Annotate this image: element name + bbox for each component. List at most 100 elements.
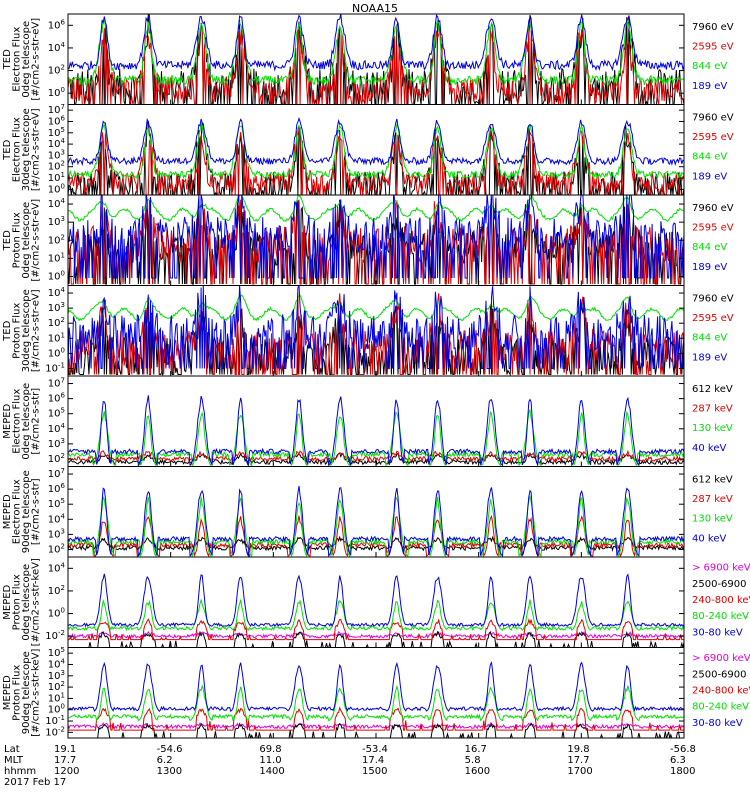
series-group: [68, 573, 684, 648]
time-axis-lat: 69.8: [259, 744, 282, 755]
y-tick-label: 103: [48, 148, 65, 161]
time-axis-hhmm: 1500: [362, 766, 388, 777]
y-tick-label: 103: [48, 301, 65, 314]
y-tick-label: 107: [48, 103, 65, 116]
series-line: [68, 706, 684, 731]
legend-entry: > 6900 keV: [692, 563, 750, 574]
legend-entry: 189 eV: [692, 352, 727, 363]
panel-3: 100 101 102 103 104 TEDProton Flux0deg telesc…: [2, 194, 734, 286]
y-tick-label: 107: [48, 377, 65, 390]
legend-entry: 189 eV: [692, 262, 727, 273]
legend-entry: 189 eV: [692, 171, 727, 182]
y-tick-label: 106: [48, 114, 66, 127]
series-line: [68, 722, 684, 730]
y-tick-label: 105: [48, 646, 65, 659]
y-axis-label: MEPEDElectron Flux0deg telescope[#/cm2-s…: [2, 383, 42, 460]
series-line: [68, 195, 684, 279]
legend-entry: 7960 eV: [692, 22, 734, 33]
legend-entry: 40 keV: [692, 533, 726, 544]
legend-entry: 40 keV: [692, 443, 726, 454]
legend-entry: 2595 eV: [692, 132, 734, 143]
y-tick-label: 105: [48, 126, 65, 139]
time-axis-hhmm: 1400: [259, 766, 285, 777]
y-tick-label: 100: [48, 182, 65, 195]
time-axis-hhmm: 1800: [670, 766, 696, 777]
y-tick-label: 102: [48, 542, 65, 555]
series-group: [68, 485, 684, 557]
series-group: [68, 285, 684, 376]
series-line: [68, 121, 684, 195]
y-tick-label: 100: [48, 607, 65, 620]
time-axis-mlt: 17.4: [362, 755, 385, 766]
series-line: [68, 573, 684, 628]
series-group: [68, 395, 684, 467]
legend-entry: 30-80 keV: [692, 718, 743, 729]
time-axis-hhmm: 1300: [156, 766, 183, 777]
panel-6: 102 103 104 105 106 107 MEPEDElectron Flux90de…: [2, 466, 733, 558]
y-tick-label: 10-1: [45, 361, 65, 374]
legend-entry: > 6900 keV: [692, 653, 750, 664]
legend-entry: 2595 eV: [692, 313, 734, 324]
y-tick-label: 102: [48, 64, 65, 77]
time-axis-lat: 19.1: [54, 744, 77, 755]
legend-entry: 844 eV: [692, 242, 727, 253]
legend-entry: 240-800 keV: [692, 595, 750, 606]
legend-entry: 844 eV: [692, 61, 727, 72]
time-axis-mlt: 11.0: [259, 755, 282, 766]
legend-entry: 844 eV: [692, 333, 727, 344]
series-line: [68, 14, 684, 72]
series-line: [68, 408, 684, 467]
legend-entry: 30-80 keV: [692, 627, 743, 638]
series-line: [68, 722, 684, 738]
series-group: [68, 116, 684, 195]
y-tick-label: 102: [48, 680, 65, 693]
legend-entry: 2595 eV: [692, 222, 734, 233]
y-tick-label: 10-2: [45, 629, 65, 642]
y-axis-label: MEPEDElectron Flux90deg telescope[#/cm2-…: [2, 470, 42, 553]
panel-stack: 100 102 104 106 TEDElectron Flux0deg telesco…: [2, 13, 750, 739]
y-axis-label: TEDElectron Flux30deg telescope[#/cm2-s-…: [2, 108, 42, 191]
y-tick-label: 102: [48, 584, 65, 597]
y-tick-label: 10-1: [45, 714, 65, 727]
y-tick-label: 105: [48, 497, 65, 510]
series-line: [68, 514, 684, 557]
legend-entry: 130 keV: [692, 514, 733, 525]
legend-entry: 189 eV: [692, 81, 727, 92]
series-line: [68, 129, 684, 195]
legend-entry: 287 keV: [692, 494, 733, 505]
panel-7: 10-2 100 102 104 MEPEDProton Flux0deg telesc…: [2, 556, 750, 648]
legend-entry: 130 keV: [692, 423, 733, 434]
y-tick-label: 101: [48, 251, 65, 264]
time-axis-mlt: 6.2: [156, 755, 173, 766]
row-label-lat: Lat: [4, 744, 20, 755]
y-tick-label: 104: [48, 137, 66, 150]
y-tick-label: 101: [48, 171, 65, 184]
y-tick-label: 101: [48, 331, 65, 344]
y-tick-label: 104: [48, 512, 66, 525]
legend-entry: 612 keV: [692, 384, 733, 395]
series-line: [68, 195, 684, 223]
y-axis-label: TEDElectron Flux0deg telescope[#/cm2-s-s…: [2, 18, 42, 101]
time-axis-mlt: 6.3: [670, 755, 686, 766]
time-axis-hhmm: 1700: [567, 766, 593, 777]
panel-frame: [67, 647, 685, 739]
time-axis-mlt: 17.7: [567, 755, 590, 766]
y-tick-label: 104: [48, 197, 66, 210]
y-tick-label: 101: [48, 691, 65, 704]
y-tick-label: 100: [48, 269, 65, 282]
y-tick-label: 104: [48, 286, 66, 299]
row-label-mlt: MLT: [4, 755, 23, 766]
y-tick-label: 104: [48, 41, 66, 54]
legend-entry: 287 keV: [692, 403, 733, 414]
y-tick-label: 102: [48, 452, 65, 465]
series-line: [68, 598, 684, 632]
y-tick-label: 100: [48, 86, 65, 99]
legend-entry: 80-240 keV: [692, 611, 749, 622]
legend-entry: 7960 eV: [692, 112, 734, 123]
series-group: [68, 195, 684, 285]
series-line: [68, 630, 684, 640]
panel-5: 102 103 104 105 106 107 MEPEDElectron Flux0deg…: [2, 375, 733, 467]
y-tick-label: 104: [48, 657, 66, 670]
